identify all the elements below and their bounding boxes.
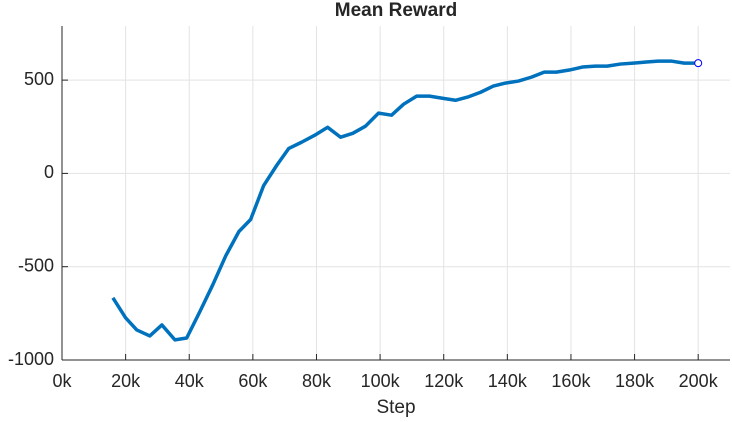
x-tick-label: 20k [111,371,141,391]
x-tick-label: 180k [615,371,655,391]
x-axis-label: Step [376,397,415,418]
x-tick-label: 140k [488,371,528,391]
y-tick-label: 500 [24,69,54,89]
x-tick-label: 0k [52,371,72,391]
x-tick-label: 80k [302,371,332,391]
y-tick-label: -1000 [8,349,54,369]
chart-title: Mean Reward [335,0,457,21]
y-tick-label: 0 [44,162,54,182]
y-tick-label: -500 [18,255,54,275]
x-tick-label: 40k [175,371,205,391]
x-tick-label: 100k [361,371,401,391]
x-tick-label: 160k [551,371,591,391]
x-tick-label: 200k [679,371,719,391]
x-tick-label: 120k [424,371,464,391]
end-marker [694,59,703,68]
x-tick-label: 60k [238,371,268,391]
data-line [111,59,699,342]
